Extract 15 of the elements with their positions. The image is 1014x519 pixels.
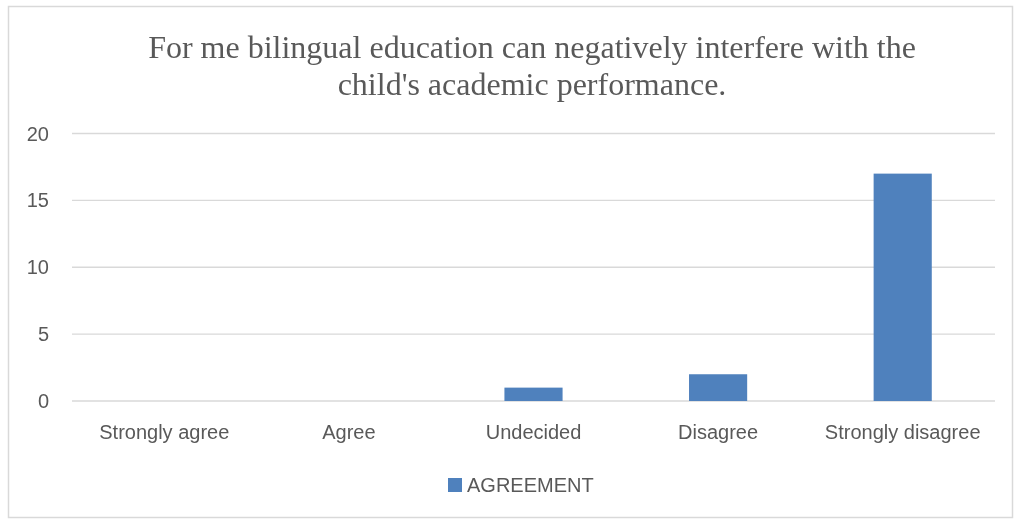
legend-label: AGREEMENT xyxy=(467,474,594,496)
y-tick-label: 20 xyxy=(26,122,49,145)
y-tick-label: 0 xyxy=(37,390,49,412)
chart-title: For me bilingual education can negatively interfere with the child's academic performance. xyxy=(148,29,916,102)
bar xyxy=(873,173,932,401)
x-tick-label: Agree xyxy=(322,421,376,443)
y-tick-label: 15 xyxy=(26,189,49,212)
x-tick-label: Disagree xyxy=(678,421,759,443)
y-tick-label: 10 xyxy=(26,256,49,279)
x-tick-label: Undecided xyxy=(485,421,582,443)
bar xyxy=(504,387,563,401)
x-tick-label: Strongly disagree xyxy=(824,421,981,443)
y-tick-label: 5 xyxy=(37,323,49,346)
bar xyxy=(689,374,748,401)
x-tick-label: Strongly agree xyxy=(99,421,230,443)
